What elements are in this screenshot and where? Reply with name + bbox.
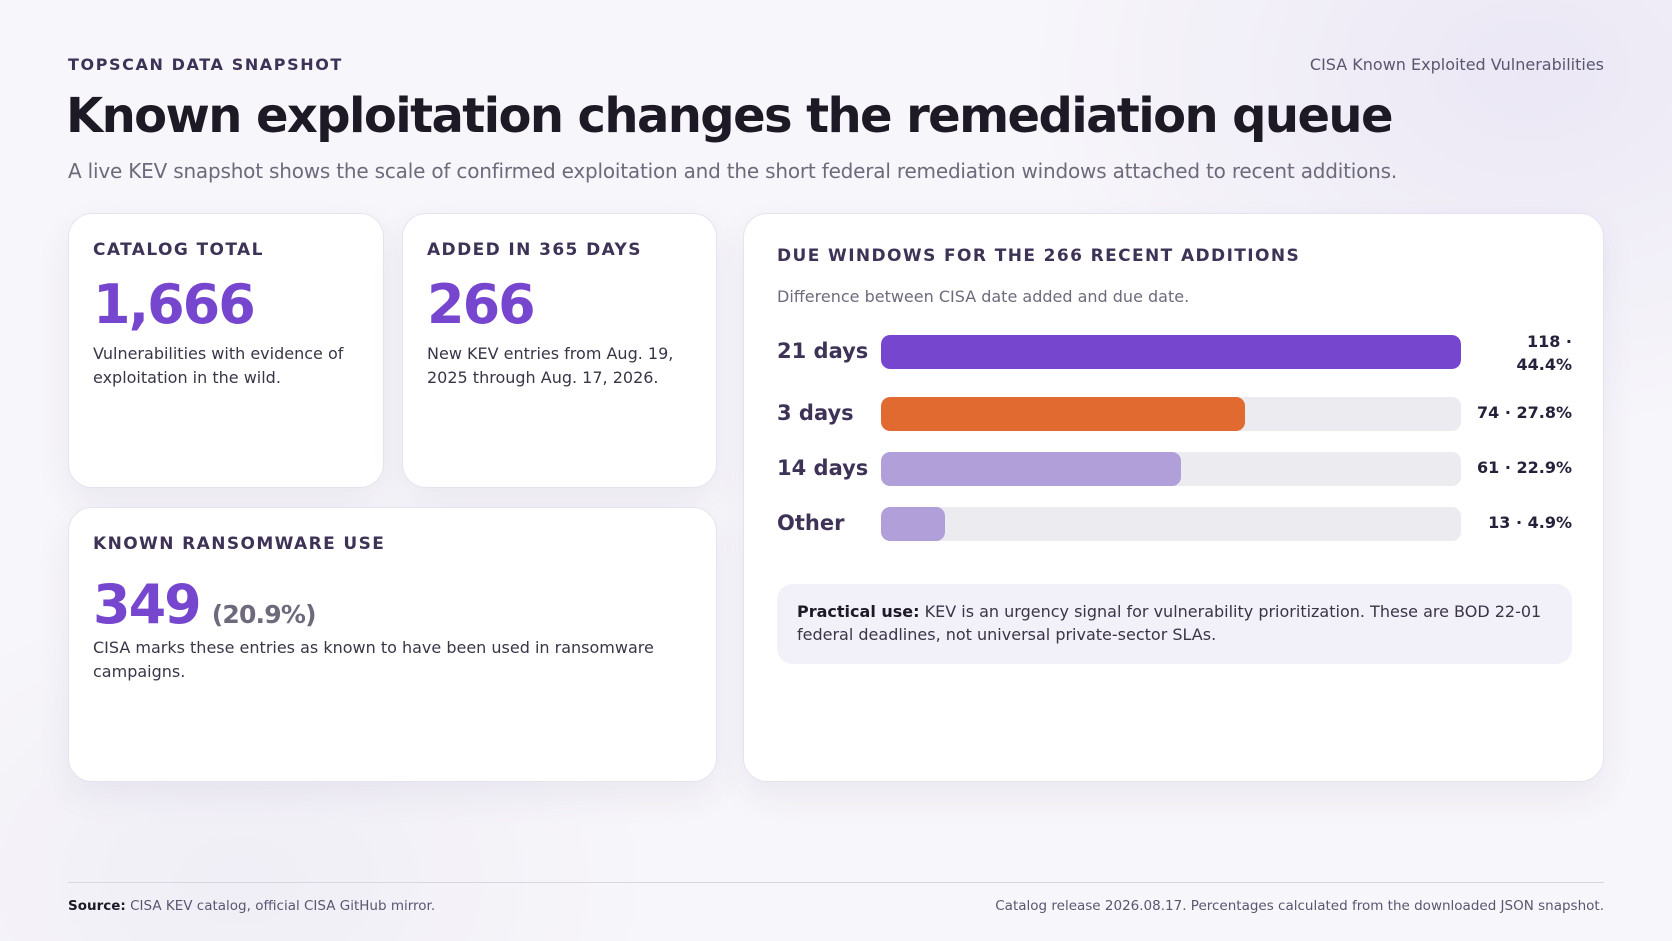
bar-row: 21 days 118 · 44.4% <box>777 332 1572 374</box>
bar-fill <box>881 452 1181 486</box>
bar-row: 3 days 74 · 27.8% <box>777 394 1572 434</box>
page-title: Known exploitation changes the remediati… <box>66 88 1394 144</box>
footer-divider <box>68 882 1604 883</box>
card-label: KNOWN RANSOMWARE USE <box>93 534 386 554</box>
bar-fill <box>881 335 1461 369</box>
chart-title: DUE WINDOWS FOR THE 266 RECENT ADDITIONS <box>777 246 1301 266</box>
note-lead: Practical use: <box>797 602 920 621</box>
bar-category-label: 14 days <box>777 456 869 480</box>
bar-value-label: 74 · 27.8% <box>1477 403 1572 422</box>
footer-release-note: Catalog release 2026.08.17. Percentages … <box>995 898 1604 914</box>
bar-row: Other 13 · 4.9% <box>777 504 1572 544</box>
note-text: KEV is an urgency signal for vulnerabili… <box>797 602 1542 644</box>
catalog-total-value: 1,666 <box>93 273 256 336</box>
eyebrow-label: TOPSCAN DATA SNAPSHOT <box>68 55 343 74</box>
bar-track <box>881 507 1461 541</box>
card-label: ADDED IN 365 DAYS <box>427 240 642 260</box>
bar-category-label: 21 days <box>777 339 869 363</box>
card-description: New KEV entries from Aug. 19, 2025 throu… <box>427 344 674 387</box>
added-365-value: 266 <box>427 273 536 336</box>
practical-use-note: Practical use: KEV is an urgency signal … <box>777 584 1572 664</box>
card-label: CATALOG TOTAL <box>93 240 264 260</box>
added-365-card: ADDED IN 365 DAYS 266 New KEV entries fr… <box>402 213 717 488</box>
footer-source-lead: Source: <box>68 898 126 914</box>
ransomware-value: 349 <box>93 573 202 636</box>
bar-track <box>881 397 1461 431</box>
card-description: Vulnerabilities with evidence of exploit… <box>93 344 344 387</box>
footer-source-text: CISA KEV catalog, official CISA GitHub m… <box>125 898 436 914</box>
bar-category-label: 3 days <box>777 401 854 425</box>
ransomware-percent: (20.9%) <box>211 600 317 629</box>
catalog-total-card: CATALOG TOTAL 1,666 Vulnerabilities with… <box>68 213 384 488</box>
due-windows-chart-card: DUE WINDOWS FOR THE 266 RECENT ADDITIONS… <box>743 213 1604 782</box>
ransomware-value-group: 349 (20.9%) <box>93 578 317 632</box>
ransomware-card: KNOWN RANSOMWARE USE 349 (20.9%) CISA mar… <box>68 507 717 782</box>
bar-category-label: Other <box>777 511 845 535</box>
page-subtitle: A live KEV snapshot shows the scale of c… <box>68 159 1397 183</box>
bar-value-label: 118 · 44.4% <box>1516 332 1572 374</box>
bar-value-label: 13 · 4.9% <box>1488 513 1572 532</box>
bar-row: 14 days 61 · 22.9% <box>777 449 1572 489</box>
bar-value-label: 61 · 22.9% <box>1477 458 1572 477</box>
card-description: CISA marks these entries as known to hav… <box>93 638 654 681</box>
bar-track <box>881 452 1461 486</box>
bar-fill <box>881 507 945 541</box>
chart-subtitle: Difference between CISA date added and d… <box>777 287 1190 306</box>
bar-track <box>881 335 1461 369</box>
footer-source: Source: CISA KEV catalog, official CISA … <box>68 898 435 914</box>
bar-fill <box>881 397 1245 431</box>
source-tag: CISA Known Exploited Vulnerabilities <box>1309 55 1604 74</box>
